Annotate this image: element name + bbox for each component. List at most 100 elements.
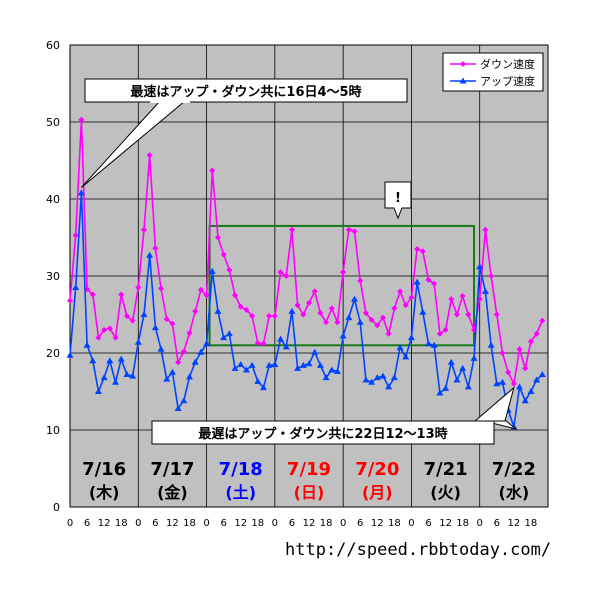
upload-point [100, 374, 108, 381]
download-point [425, 276, 432, 283]
x-axis-ticks: 0 6 12 18 0 6 12 18 0 6 12 18 0 6 12 18 0 6 12 18 0 6 12 18 0 6 12… [67, 518, 537, 529]
day-date-label: 7/19 [287, 459, 331, 480]
upload-point [368, 378, 376, 385]
download-point [277, 269, 284, 276]
download-point [448, 296, 455, 303]
upload-point [311, 348, 319, 355]
y-tick-label: 30 [46, 270, 60, 283]
upload-point [527, 388, 535, 394]
download-point [266, 313, 273, 320]
download-point [379, 314, 386, 321]
upload-point [186, 373, 193, 380]
upload-point [231, 364, 239, 371]
download-point [328, 305, 335, 312]
download-point [442, 326, 449, 333]
x-tick-label: 6 [152, 518, 158, 529]
day-date-label: 7/18 [219, 459, 263, 480]
download-point [123, 313, 130, 320]
y-tick-label: 50 [46, 116, 60, 129]
download-point [362, 309, 369, 316]
upload-point [498, 378, 506, 385]
upload-point [538, 371, 546, 378]
upload-point [476, 263, 484, 270]
upload-point [430, 341, 438, 348]
x-tick-label: 0 [203, 518, 209, 529]
x-tick-label: 6 [220, 518, 226, 529]
upload-point [83, 341, 91, 348]
x-tick-label: 6 [494, 518, 500, 529]
x-tick-label: 6 [289, 518, 295, 529]
legend-upload-marker [459, 77, 467, 84]
upload-point [191, 358, 199, 365]
upload-point [396, 344, 404, 351]
upload-point [481, 287, 489, 294]
download-point [135, 284, 142, 291]
download-point [499, 350, 506, 356]
day-labels: 7/16 (木) 7/17 (金) 7/18 (土) 7/19 (日) 7/20 (月) 7/21 (… [82, 459, 536, 502]
upload-point [328, 366, 336, 373]
download-point [203, 292, 210, 299]
download-point [374, 322, 381, 329]
download-point [67, 297, 73, 304]
upload-point [214, 307, 222, 314]
upload-point [277, 335, 285, 342]
download-point [169, 320, 176, 327]
upload-point [425, 340, 432, 347]
download-point [397, 288, 404, 295]
upload-point [305, 360, 313, 367]
upload-point [516, 383, 524, 390]
upload-point [288, 307, 296, 314]
x-tick-label: 6 [357, 518, 363, 529]
upload-point [402, 353, 410, 360]
upload-point [168, 368, 176, 375]
download-point [465, 311, 472, 318]
upload-point [413, 278, 421, 285]
upload-point [248, 361, 256, 368]
y-tick-label: 40 [46, 193, 60, 206]
y-axis-ticks: 0 10 20 30 40 50 60 [46, 39, 60, 514]
x-tick-label: 12 [98, 518, 111, 529]
min-note-box [151, 420, 495, 445]
upload-point [225, 330, 233, 337]
x-tick-label: 18 [320, 518, 333, 529]
download-point [118, 291, 125, 298]
upload-point [66, 351, 74, 358]
download-point [300, 311, 307, 318]
upload-point [362, 376, 370, 383]
upload-point [140, 311, 148, 317]
download-point [186, 329, 193, 336]
download-point [192, 308, 199, 315]
download-point [453, 311, 460, 318]
x-tick-label: 0 [67, 518, 73, 529]
upload-series-line [69, 192, 543, 428]
upload-point [390, 374, 398, 381]
highlight-mark-bubble [384, 181, 412, 220]
series-layer [66, 116, 546, 430]
upload-point [220, 334, 228, 341]
download-point [237, 303, 244, 310]
source-url: http://speed.rbbtoday.com/ [285, 540, 551, 560]
x-tick-label: 12 [166, 518, 179, 529]
upload-point [254, 377, 262, 384]
download-point [220, 251, 227, 258]
download-point [283, 273, 290, 279]
download-point [146, 152, 153, 159]
download-point [294, 302, 301, 309]
download-point [243, 306, 250, 313]
upload-point [345, 314, 353, 321]
upload-point [146, 251, 154, 258]
download-point [539, 317, 546, 324]
upload-point [117, 355, 125, 362]
upload-point [123, 371, 131, 378]
upload-point [442, 384, 450, 391]
upload-point [129, 372, 137, 379]
x-tick-label: 18 [251, 518, 264, 529]
upload-point [282, 343, 290, 350]
download-point [260, 340, 267, 347]
upload-point [294, 364, 302, 371]
day-of-week-label: (木) [89, 483, 120, 502]
x-tick-label: 18 [525, 518, 538, 529]
upload-point [89, 357, 97, 364]
